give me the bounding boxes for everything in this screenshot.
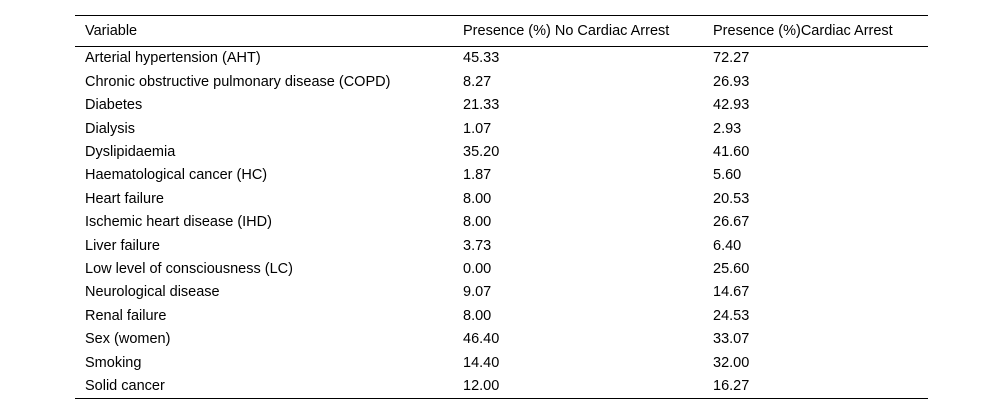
cardiac-arrest-value-cell: 2.93	[713, 120, 742, 137]
cardiac-arrest-value-cell: 6.40	[713, 237, 742, 254]
cardiac-arrest-value-cell: 32.00	[713, 354, 750, 371]
cardiac-arrest-value-cell: 26.93	[713, 73, 750, 90]
cardiac-arrest-value-cell: 25.60	[713, 260, 750, 277]
header-row: Variable Presence (%) No Cardiac Arrest …	[75, 15, 928, 47]
column-header-variable: Variable	[75, 15, 463, 47]
table-row: Dialysis 1.07 2.93	[75, 117, 928, 140]
table-header: Variable Presence (%) No Cardiac Arrest …	[75, 15, 928, 47]
variable-cell: Arterial hypertension (AHT)	[85, 50, 261, 67]
table-row: Heart failure 8.00 20.53	[75, 187, 928, 210]
no-cardiac-arrest-value-cell: 0.00	[463, 260, 492, 277]
no-cardiac-arrest-value-cell: 8.00	[463, 214, 492, 231]
table-row: Renal failure 8.00 24.53	[75, 304, 928, 327]
cardiac-arrest-value-cell: 72.27	[713, 50, 750, 67]
data-table: Variable Presence (%) No Cardiac Arrest …	[75, 15, 928, 399]
variable-cell: Haematological cancer (HC)	[85, 167, 268, 184]
no-cardiac-arrest-value-cell: 45.33	[463, 50, 500, 67]
table-row: Smoking 14.40 32.00	[75, 351, 928, 374]
variable-cell: Chronic obstructive pulmonary disease (C…	[85, 73, 391, 90]
table-row: Arterial hypertension (AHT) 45.33 72.27	[75, 47, 928, 71]
column-header-no-cardiac-arrest: Presence (%) No Cardiac Arrest	[463, 15, 713, 47]
no-cardiac-arrest-value-cell: 8.00	[463, 307, 492, 324]
no-cardiac-arrest-value-cell: 21.33	[463, 97, 500, 114]
cardiac-arrest-value-cell: 33.07	[713, 331, 750, 348]
cardiac-arrest-value-cell: 42.93	[713, 97, 750, 114]
comorbidity-presence-table: Variable Presence (%) No Cardiac Arrest …	[75, 15, 928, 399]
table-row: Dyslipidaemia 35.20 41.60	[75, 141, 928, 164]
variable-cell: Ischemic heart disease (IHD)	[85, 214, 272, 231]
variable-cell: Dialysis	[85, 120, 135, 137]
variable-cell: Dyslipidaemia	[85, 144, 176, 160]
cardiac-arrest-value-cell: 26.67	[713, 214, 750, 231]
no-cardiac-arrest-value-cell: 9.07	[463, 284, 492, 301]
variable-cell: Diabetes	[85, 97, 143, 114]
table-body: Arterial hypertension (AHT) 45.33 72.27 Chr…	[75, 47, 928, 399]
table-row: Liver failure 3.73 6.40	[75, 234, 928, 257]
variable-cell: Liver failure	[85, 237, 160, 254]
variable-cell: Neurological disease	[85, 284, 220, 301]
no-cardiac-arrest-value-cell: 1.87	[463, 167, 492, 184]
variable-cell: Low level of consciousness (LC)	[85, 260, 293, 277]
no-cardiac-arrest-value-cell: 12.00	[463, 377, 500, 394]
no-cardiac-arrest-value-cell: 46.40	[463, 331, 500, 348]
table-row: Haematological cancer (HC) 1.87 5.60	[75, 164, 928, 187]
no-cardiac-arrest-value-cell: 8.00	[463, 190, 492, 207]
table-row: Ischemic heart disease (IHD) 8.00 26.67	[75, 211, 928, 234]
no-cardiac-arrest-value-cell: 35.20	[463, 144, 500, 160]
variable-cell: Solid cancer	[85, 377, 165, 394]
cardiac-arrest-value-cell: 14.67	[713, 284, 750, 301]
cardiac-arrest-value-cell: 20.53	[713, 190, 750, 207]
no-cardiac-arrest-value-cell: 8.27	[463, 73, 492, 90]
table-row: Low level of consciousness (LC) 0.00 25.60	[75, 258, 928, 281]
variable-cell: Heart failure	[85, 190, 164, 207]
table-row: Sex (women) 46.40 33.07	[75, 328, 928, 351]
table-row: Solid cancer 12.00 16.27	[75, 374, 928, 398]
variable-cell: Renal failure	[85, 307, 167, 324]
table-row: Diabetes 21.33 42.93	[75, 94, 928, 117]
no-cardiac-arrest-value-cell: 14.40	[463, 354, 500, 371]
cardiac-arrest-value-cell: 24.53	[713, 307, 750, 324]
column-header-cardiac-arrest: Presence (%)Cardiac Arrest	[713, 15, 928, 47]
variable-cell: Smoking	[85, 354, 142, 371]
table-row: Neurological disease 9.07 14.67	[75, 281, 928, 304]
cardiac-arrest-value-cell: 5.60	[713, 167, 742, 184]
cardiac-arrest-value-cell: 16.27	[713, 377, 750, 394]
no-cardiac-arrest-value-cell: 1.07	[463, 120, 492, 137]
table-row: Chronic obstructive pulmonary disease (C…	[75, 70, 928, 93]
variable-cell: Sex (women)	[85, 331, 171, 348]
no-cardiac-arrest-value-cell: 3.73	[463, 237, 492, 254]
cardiac-arrest-value-cell: 41.60	[713, 144, 750, 160]
